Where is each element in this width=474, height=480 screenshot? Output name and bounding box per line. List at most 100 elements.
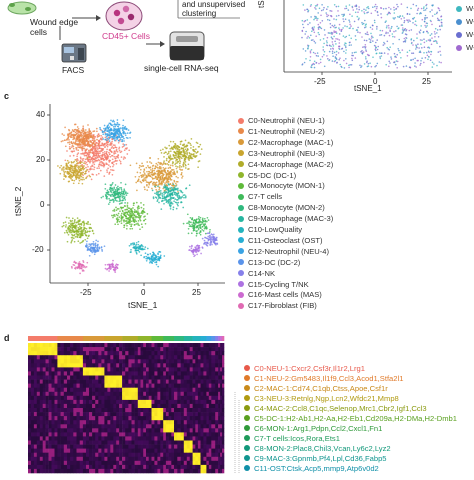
tsne-point (187, 168, 189, 170)
tsne-point (73, 138, 75, 140)
tsne-point (72, 129, 74, 131)
tsne-point (107, 142, 109, 144)
heatmap-cell (201, 343, 204, 347)
tsne-point (112, 162, 114, 164)
heatmap-cell (195, 392, 198, 396)
heatmap-cell (104, 359, 107, 363)
tsne-point (113, 126, 115, 128)
tsne-point (193, 250, 195, 252)
tsne-point (196, 152, 198, 154)
tsne-point (76, 130, 78, 132)
tsne-point (95, 242, 97, 244)
tsne-point (357, 11, 359, 13)
tsne-point (376, 53, 378, 55)
tsne-point (426, 17, 428, 19)
heatmap-cell (143, 347, 146, 351)
heatmap-cell (128, 396, 131, 400)
heatmap-cell (77, 384, 81, 388)
heatmap-cell (52, 347, 55, 351)
heatmap-cell (89, 380, 92, 384)
heatmap-cell (107, 384, 110, 388)
tsne-point (413, 40, 415, 42)
tsne-point (89, 162, 91, 164)
heatmap-cell (34, 351, 37, 355)
tsne-point (369, 41, 371, 43)
tsne-point (362, 46, 364, 48)
tsne-point (152, 168, 154, 170)
tsne-point (65, 168, 67, 170)
tsne-point (181, 147, 183, 149)
heatmap-cell (143, 396, 146, 400)
heatmap-cell (174, 355, 178, 359)
tsne-point (138, 250, 140, 252)
tsne-point (327, 37, 329, 39)
heatmap-cell (116, 388, 119, 392)
tsne-point (323, 7, 325, 9)
tsne-point (116, 221, 118, 223)
tsne-point (168, 199, 170, 201)
tsne-point (65, 145, 67, 147)
tsne-point (350, 25, 352, 27)
heatmap-cell (215, 392, 218, 396)
tsne-point (189, 249, 191, 251)
heatmap-cell (107, 343, 110, 347)
tsne-point (414, 24, 416, 26)
tsne-point (73, 174, 75, 176)
heatmap-cell (169, 347, 172, 351)
heatmap-cell (101, 396, 104, 400)
tsne-point (83, 227, 85, 229)
heatmap-cell (177, 388, 181, 392)
heatmap-cell (89, 392, 92, 396)
heatmap-cell (37, 367, 40, 371)
tsne-point (68, 222, 70, 224)
heatmap-cell (160, 371, 163, 375)
tsne-point (323, 38, 325, 40)
tsne-point (426, 31, 428, 33)
heatmap-cell (201, 359, 204, 363)
tsne-point (207, 236, 209, 238)
heatmap-cell (31, 351, 34, 355)
tsne-point (108, 173, 110, 175)
tsne-point (115, 157, 117, 159)
tsne-point (63, 168, 65, 170)
tsne-point (305, 50, 307, 52)
cluster-dot (238, 139, 244, 145)
tsne-point (339, 57, 341, 59)
tsne-point (115, 184, 117, 186)
tsne-point (90, 149, 92, 151)
tsne-point (162, 195, 164, 197)
tsne-point (80, 145, 82, 147)
heatmap-cell (67, 388, 71, 392)
tsne-point (106, 148, 108, 150)
heatmap-cell (157, 347, 160, 351)
tsne-point (159, 191, 161, 193)
tsne-point (140, 220, 142, 222)
heatmap-cell (177, 371, 181, 375)
tsne-point (396, 26, 398, 28)
heatmap-cell (34, 388, 37, 392)
heatmap-cell (43, 347, 46, 351)
tsne-point (87, 230, 89, 232)
heatmap-cell (86, 384, 89, 388)
tsne-point (94, 143, 96, 145)
tsne-point (125, 134, 127, 136)
heatmap-cell (49, 388, 52, 392)
tsne-point (432, 62, 434, 64)
heatmap-cell (195, 388, 198, 392)
tsne-point (75, 147, 77, 149)
heatmap-cell (28, 367, 31, 371)
tsne-point (165, 167, 167, 169)
tsne-point (77, 149, 79, 151)
tsne-point (213, 237, 215, 239)
heatmap-cell (163, 388, 166, 392)
heatmap-cell (125, 359, 128, 363)
tsne-point (106, 151, 108, 153)
tsne-point (107, 168, 109, 170)
tsne-point (69, 133, 71, 135)
heatmap-cell (163, 359, 166, 363)
tsne-point (125, 184, 127, 186)
heatmap-cell (166, 343, 169, 347)
tsne-point (174, 193, 176, 195)
tsne-point (72, 223, 74, 225)
tsne-point (97, 245, 99, 247)
